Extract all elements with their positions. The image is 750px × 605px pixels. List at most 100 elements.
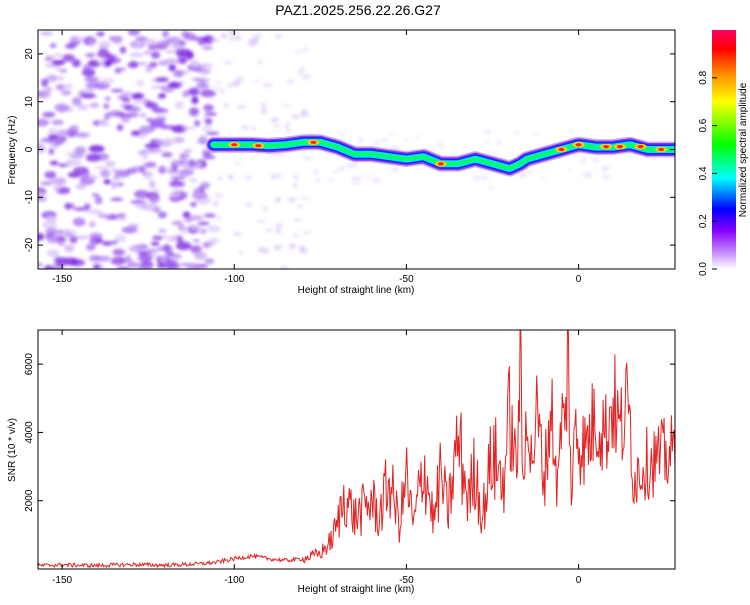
noise-blob <box>150 51 161 59</box>
noise-blob <box>171 220 184 226</box>
noise-blob <box>149 194 160 204</box>
noise-blob <box>163 243 171 253</box>
noise-blob <box>125 254 132 264</box>
noise-blob <box>141 202 157 211</box>
noise-blob <box>202 125 213 133</box>
noise-blob <box>105 160 116 168</box>
noise-blob <box>182 126 197 130</box>
noise-blob <box>193 187 202 194</box>
noise-blob <box>280 265 289 269</box>
noise-blob <box>275 223 284 229</box>
noise-blob <box>149 120 165 128</box>
noise-blob <box>142 171 149 176</box>
noise-blob <box>247 41 257 47</box>
noise-blob <box>187 159 196 169</box>
noise-blob <box>139 113 147 118</box>
noise-blob <box>95 238 104 243</box>
noise-blob <box>64 232 72 237</box>
noise-blob <box>293 50 303 53</box>
x-tick-label: -100 <box>224 274 244 285</box>
noise-blob <box>38 118 50 127</box>
ridge-hotspot <box>255 144 262 148</box>
noise-blob <box>95 255 111 262</box>
noise-blob <box>103 179 112 185</box>
noise-blob <box>580 157 587 164</box>
x-tick-label: -50 <box>399 274 414 285</box>
noise-blob <box>114 217 128 221</box>
noise-blob <box>128 244 144 253</box>
noise-blob <box>40 137 56 143</box>
noise-blob <box>285 124 290 130</box>
colorbar-tick-label: 0.6 <box>698 118 709 132</box>
snr-series-line <box>38 330 675 569</box>
noise-blob <box>275 197 281 203</box>
noise-blob <box>182 211 191 219</box>
noise-blob <box>292 183 298 189</box>
noise-blob <box>162 234 169 240</box>
noise-blob <box>51 119 65 126</box>
noise-blob <box>301 109 308 115</box>
noise-blob <box>186 51 194 60</box>
noise-blob <box>42 221 49 228</box>
chart-title: PAZ1.2025.256.22.26.G27 <box>275 2 441 18</box>
noise-blob <box>151 235 164 240</box>
noise-blob <box>110 256 126 266</box>
noise-blob <box>64 244 75 253</box>
noise-blob <box>166 169 180 175</box>
noise-blob <box>83 203 91 211</box>
noise-blob <box>158 165 167 174</box>
noise-blob <box>86 154 101 162</box>
noise-blob <box>415 135 422 138</box>
noise-blob <box>102 241 113 246</box>
noise-blob <box>134 189 150 199</box>
noise-blob <box>72 36 86 42</box>
noise-blob <box>257 220 265 223</box>
noise-blob <box>288 243 297 249</box>
noise-blob <box>87 60 102 68</box>
noise-blob <box>75 183 87 190</box>
noise-blob <box>184 32 196 41</box>
y-tick-label: -10 <box>24 190 35 205</box>
noise-blob <box>153 188 161 194</box>
noise-blob <box>103 103 110 110</box>
noise-blob <box>71 96 82 106</box>
noise-blob <box>116 182 124 187</box>
noise-blob <box>64 83 73 90</box>
snr-frame <box>37 329 676 570</box>
noise-blob <box>204 112 217 117</box>
noise-blob <box>172 42 184 50</box>
noise-blob <box>138 125 155 134</box>
noise-blob <box>221 34 227 39</box>
noise-blob <box>72 217 86 227</box>
noise-blob <box>130 200 146 205</box>
noise-blob <box>206 225 221 233</box>
noise-blob <box>228 30 238 35</box>
noise-blob <box>234 35 243 41</box>
noise-blob <box>202 155 216 160</box>
noise-blob <box>480 175 489 180</box>
noise-blob <box>112 174 121 181</box>
noise-blob <box>108 110 124 117</box>
noise-blob <box>121 226 138 234</box>
spectrogram-y-axis-label: Frequency (Hz) <box>7 116 18 185</box>
noise-blob <box>88 145 105 153</box>
noise-blob <box>137 254 153 262</box>
noise-blob <box>567 167 572 170</box>
noise-blob <box>89 102 100 108</box>
noise-blob <box>391 166 399 173</box>
noise-blob <box>168 63 176 72</box>
noise-blob <box>55 53 63 58</box>
noise-blob <box>110 240 119 245</box>
noise-blob <box>275 174 282 178</box>
noise-blob <box>189 178 198 182</box>
noise-blob <box>216 215 222 221</box>
noise-blob <box>119 46 127 54</box>
noise-blob <box>526 170 534 174</box>
ridge-hotspot <box>231 143 238 147</box>
noise-blob <box>167 236 178 242</box>
y-tick-label: 0 <box>24 146 35 152</box>
snr-axes: -150 -100 -50 0 2000 4000 6000 <box>24 330 675 586</box>
noise-blob <box>96 31 105 37</box>
noise-blob <box>173 69 184 78</box>
